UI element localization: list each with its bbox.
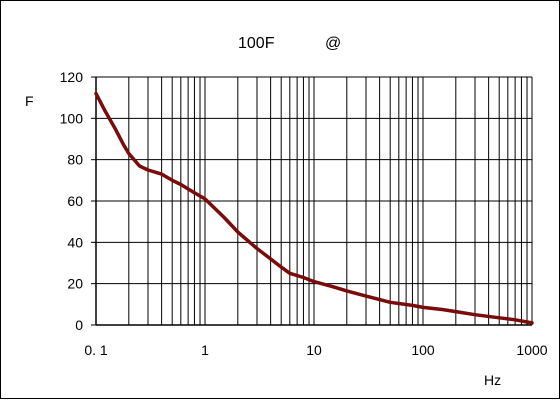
y-tick-label: 80 <box>67 152 83 168</box>
series-layer <box>94 91 534 325</box>
chart-title-left: 100F <box>238 35 275 52</box>
y-tick-label: 60 <box>67 193 83 209</box>
y-tick-label: 120 <box>60 69 84 85</box>
x-tick-label: 1 <box>201 342 209 358</box>
series-line <box>94 91 534 325</box>
y-tick-label: 100 <box>60 110 84 126</box>
y-axis-label: F <box>25 93 34 109</box>
x-axis-label: Hz <box>484 372 501 388</box>
x-tick-label: 1000 <box>516 342 547 358</box>
grid <box>91 76 533 326</box>
x-tick-label: 10 <box>306 342 322 358</box>
y-tick-label: 20 <box>67 276 83 292</box>
x-tick-label: 0. 1 <box>84 342 108 358</box>
y-tick-label: 0 <box>75 317 83 333</box>
y-tick-label: 40 <box>67 234 83 250</box>
chart-title-right: @ <box>325 35 341 52</box>
x-tick-label: 100 <box>411 342 435 358</box>
tick-labels: 0 20 40 60 80 100 120 0. 1 1 10 100 1000 <box>60 69 548 358</box>
